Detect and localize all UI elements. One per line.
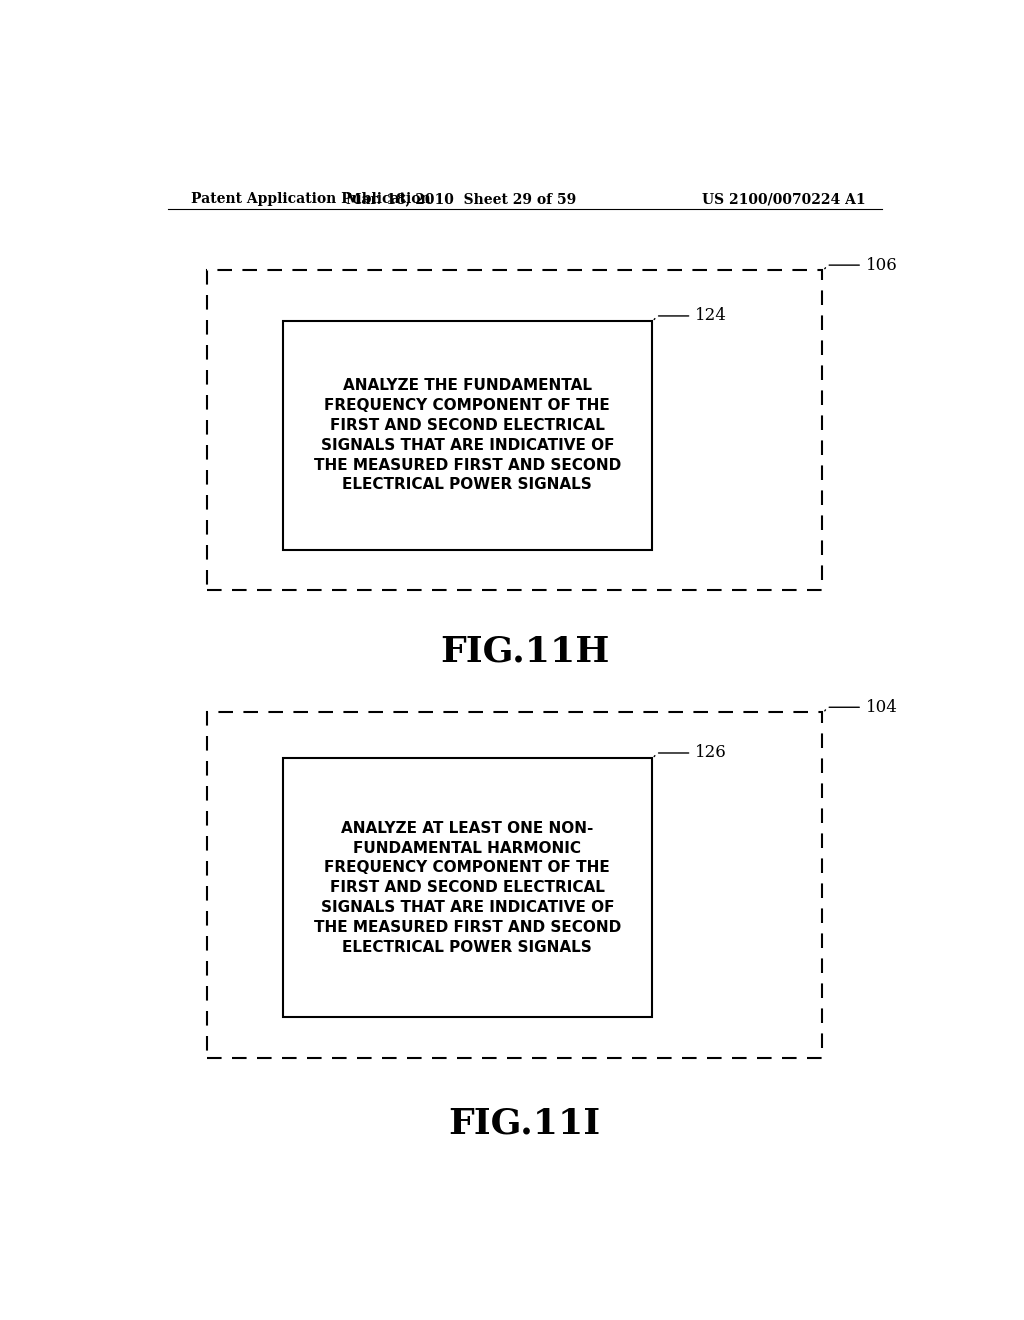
Text: 126: 126 xyxy=(695,744,727,762)
Text: 106: 106 xyxy=(866,256,898,273)
Bar xyxy=(207,713,822,1057)
Bar xyxy=(207,271,822,590)
Text: ANALYZE AT LEAST ONE NON-
FUNDAMENTAL HARMONIC
FREQUENCY COMPONENT OF THE
FIRST : ANALYZE AT LEAST ONE NON- FUNDAMENTAL HA… xyxy=(313,821,621,954)
Bar xyxy=(283,321,652,549)
Text: Patent Application Publication: Patent Application Publication xyxy=(191,191,431,206)
Text: 124: 124 xyxy=(695,308,727,325)
Text: 104: 104 xyxy=(866,698,898,715)
Text: FIG.11I: FIG.11I xyxy=(449,1107,601,1140)
Text: ANALYZE THE FUNDAMENTAL
FREQUENCY COMPONENT OF THE
FIRST AND SECOND ELECTRICAL
S: ANALYZE THE FUNDAMENTAL FREQUENCY COMPON… xyxy=(313,379,621,492)
Bar xyxy=(283,758,652,1018)
Text: Mar. 18, 2010  Sheet 29 of 59: Mar. 18, 2010 Sheet 29 of 59 xyxy=(346,191,577,206)
Text: FIG.11H: FIG.11H xyxy=(440,635,609,668)
Text: US 2100/0070224 A1: US 2100/0070224 A1 xyxy=(702,191,866,206)
